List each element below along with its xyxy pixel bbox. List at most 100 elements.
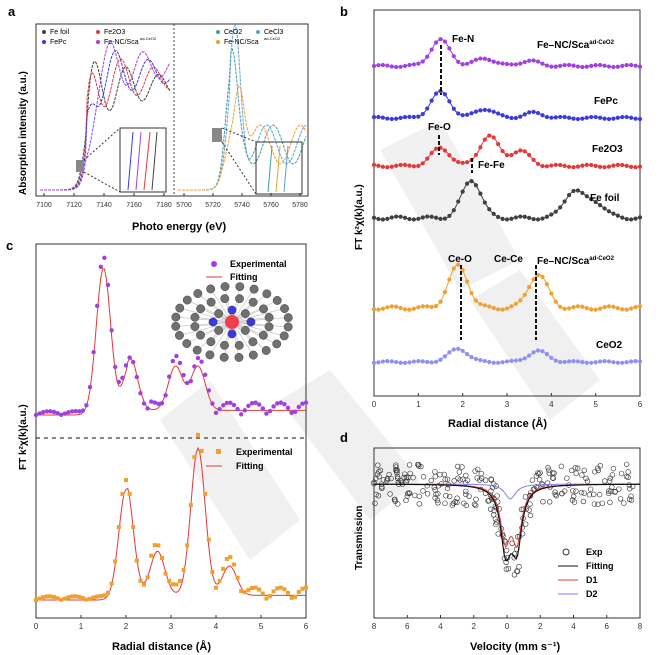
b-data-point: [465, 351, 470, 357]
c-data-point: [260, 591, 265, 596]
c-data-point: [195, 355, 201, 361]
b-data-point: [584, 194, 589, 199]
c-data-point: [286, 590, 290, 595]
d-exp-point: [406, 490, 412, 496]
bond: [231, 321, 267, 351]
b-data-point: [606, 116, 612, 122]
b-data-point: [606, 164, 612, 169]
tick-label: 2: [124, 622, 129, 631]
b-data-point: [504, 153, 510, 158]
b-data-point: [611, 163, 616, 168]
b-data-point: [593, 114, 598, 120]
b-data-point: [478, 56, 483, 61]
bond: [175, 321, 233, 327]
d-exp-point: [550, 475, 556, 482]
c-data-point: [95, 303, 100, 309]
b-data-point: [447, 46, 452, 51]
c-data-point: [138, 578, 143, 583]
c-data-point: [120, 492, 125, 497]
panel-d: d Transmission Velocity (mm s⁻¹) 8 6 4 2 0 2 4…: [340, 430, 643, 653]
b-data-point: [584, 306, 589, 311]
b-data-point: [566, 359, 572, 364]
c-data-point: [221, 566, 226, 571]
d-exp-point: [511, 572, 518, 578]
b-data-point: [562, 359, 567, 365]
c-data-point: [300, 586, 305, 591]
c-data-point: [159, 401, 165, 406]
tick-label: 7120: [66, 202, 82, 209]
c-data-point: [142, 582, 146, 587]
c-data-point: [160, 555, 164, 560]
b-data-point: [562, 63, 567, 68]
d-exp-point: [527, 512, 534, 519]
b-data-point: [398, 64, 403, 69]
b-data-point: [496, 360, 501, 365]
c-data-point: [105, 282, 111, 288]
b-data-point: [602, 63, 607, 68]
d-exp-point: [537, 470, 543, 476]
b-data-point: [487, 359, 492, 365]
d-exp-point: [608, 488, 614, 495]
d-exp-point: [583, 475, 589, 482]
d-exp-point: [628, 497, 635, 503]
d-exp-point: [607, 499, 613, 506]
d-exp-point: [420, 474, 427, 480]
b-data-point: [411, 359, 416, 364]
d-exp-point: [455, 463, 461, 470]
b-data-point: [460, 348, 465, 353]
b-data-point: [451, 208, 456, 213]
d-exp-point: [391, 496, 398, 503]
d-exp-point: [393, 467, 399, 473]
bond: [231, 308, 285, 323]
c-data-point: [124, 478, 128, 483]
b-data-point: [425, 106, 430, 111]
b-label-ceo2: CeO2: [596, 340, 623, 351]
b-data-point: [598, 306, 603, 311]
d-exp-point: [595, 467, 602, 474]
b-data-point: [522, 112, 527, 117]
c-data-point: [44, 594, 49, 599]
b-data-point: [380, 359, 385, 364]
c-data-point: [131, 524, 136, 529]
b-data-point: [482, 107, 487, 113]
d-exp-point: [403, 474, 410, 481]
d-exp-point: [591, 501, 598, 507]
d-exp-point: [473, 496, 479, 503]
c-data-point: [221, 403, 226, 408]
c-data-point: [145, 575, 150, 580]
d-exp-point: [472, 502, 479, 509]
d-exp-point: [533, 473, 540, 479]
atom: [182, 339, 192, 348]
d-exp-point: [466, 493, 472, 499]
b-data-point: [407, 307, 412, 312]
b-data-point: [575, 164, 581, 169]
b-data-point: [398, 214, 403, 219]
b-data-point: [637, 116, 643, 122]
c-data-point: [52, 594, 56, 599]
b-data-point: [465, 160, 470, 165]
c-data-point: [41, 595, 46, 600]
c-data-point: [59, 412, 64, 417]
d-exp-point: [456, 469, 463, 475]
b-data-point: [500, 148, 505, 154]
d-exp-point: [443, 493, 449, 499]
b-data-point: [624, 63, 629, 68]
b-data-point: [562, 114, 567, 120]
atom: [171, 321, 181, 331]
b-data-point: [394, 64, 399, 70]
a-legend-fepc: FePc: [50, 39, 67, 46]
tick-label: 5: [259, 622, 264, 631]
d-exp-point: [463, 488, 469, 495]
b-data-point: [615, 64, 620, 69]
tick-label: 5700: [176, 202, 192, 209]
panel-d-xlabel: Velocity (mm s⁻¹): [470, 641, 561, 653]
d-exp-point: [383, 478, 390, 484]
d-exp-point: [454, 495, 460, 501]
c-data-point: [199, 359, 204, 364]
panel-a-label: a: [8, 4, 16, 19]
b-data-point: [575, 188, 581, 193]
atom: [272, 296, 282, 305]
b-data-point: [504, 306, 510, 311]
c-data-point: [228, 555, 233, 560]
